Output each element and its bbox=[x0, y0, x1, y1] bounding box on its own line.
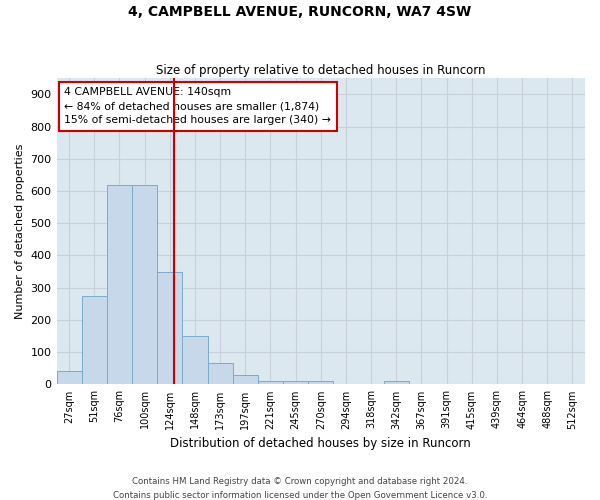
Bar bbox=[283, 381, 308, 384]
X-axis label: Distribution of detached houses by size in Runcorn: Distribution of detached houses by size … bbox=[170, 437, 471, 450]
Bar bbox=[107, 184, 132, 384]
Text: Contains HM Land Registry data © Crown copyright and database right 2024.
Contai: Contains HM Land Registry data © Crown c… bbox=[113, 478, 487, 500]
Y-axis label: Number of detached properties: Number of detached properties bbox=[15, 144, 25, 319]
Bar bbox=[182, 336, 208, 384]
Bar bbox=[308, 381, 334, 384]
Bar bbox=[258, 380, 283, 384]
Bar bbox=[383, 381, 409, 384]
Bar bbox=[82, 296, 107, 384]
Text: 4, CAMPBELL AVENUE, RUNCORN, WA7 4SW: 4, CAMPBELL AVENUE, RUNCORN, WA7 4SW bbox=[128, 5, 472, 19]
Bar bbox=[157, 272, 182, 384]
Bar bbox=[208, 364, 233, 384]
Bar bbox=[132, 184, 157, 384]
Title: Size of property relative to detached houses in Runcorn: Size of property relative to detached ho… bbox=[156, 64, 485, 77]
Bar bbox=[233, 375, 258, 384]
Bar bbox=[56, 371, 82, 384]
Text: 4 CAMPBELL AVENUE: 140sqm
← 84% of detached houses are smaller (1,874)
15% of se: 4 CAMPBELL AVENUE: 140sqm ← 84% of detac… bbox=[64, 88, 331, 126]
